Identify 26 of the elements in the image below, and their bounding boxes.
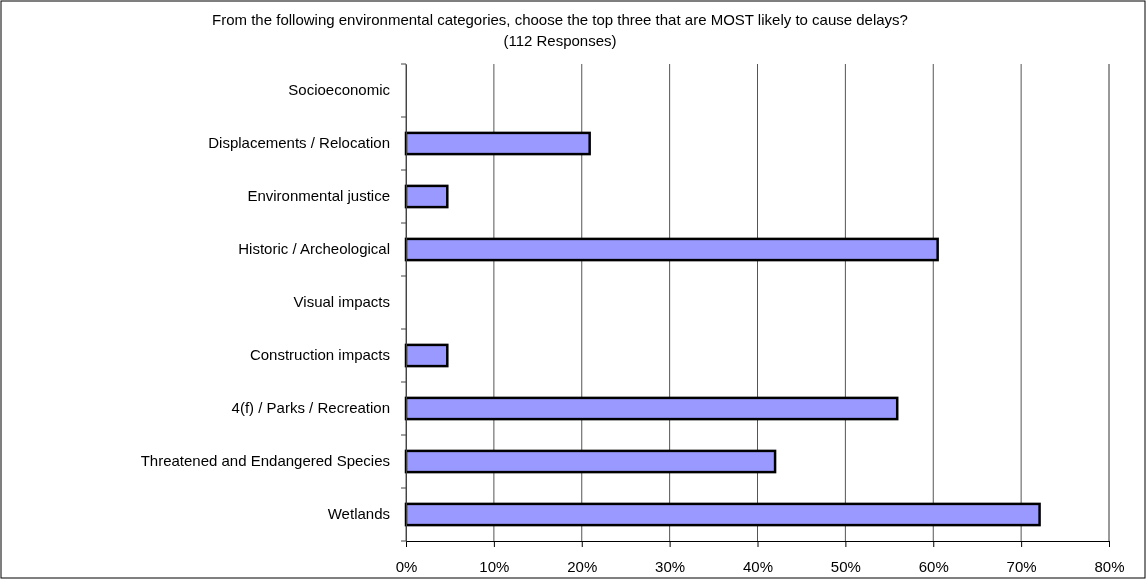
x-tick-label: 20% (567, 557, 598, 575)
x-tick-label: 70% (1006, 557, 1037, 575)
y-tick-label: Environmental justice (247, 187, 390, 205)
bar (404, 502, 1041, 527)
bar (404, 184, 449, 209)
y-tick-label: Wetlands (327, 505, 390, 523)
x-tick-label: 30% (655, 557, 686, 575)
x-tick-label: 10% (479, 557, 510, 575)
y-tick-label: Construction impacts (249, 346, 390, 364)
chart-title: From the following environmental categories, choose the top three that are MOST likely to cause delays? (112 Responses) (212, 11, 908, 49)
x-tick-label: 40% (742, 557, 774, 575)
bar (404, 131, 591, 156)
y-tick-label: 4(f) / Parks / Recreation (231, 399, 390, 417)
bar (404, 396, 899, 421)
y-tick-label: Displacements / Relocation (208, 134, 390, 152)
y-tick-label: Visual impacts (293, 293, 390, 311)
x-tick-label: 50% (830, 557, 861, 575)
bar (404, 343, 449, 368)
x-tick-label: 0% (395, 557, 418, 575)
y-tick-label: Socioeconomic (288, 81, 391, 99)
x-tick-label: 60% (918, 557, 949, 575)
bar (404, 237, 939, 262)
bar (404, 449, 777, 474)
y-tick-label: Historic / Archeological (238, 240, 390, 258)
y-tick-label: Threatened and Endangered Species (140, 452, 390, 470)
x-tick-label: 80% (1094, 557, 1125, 575)
